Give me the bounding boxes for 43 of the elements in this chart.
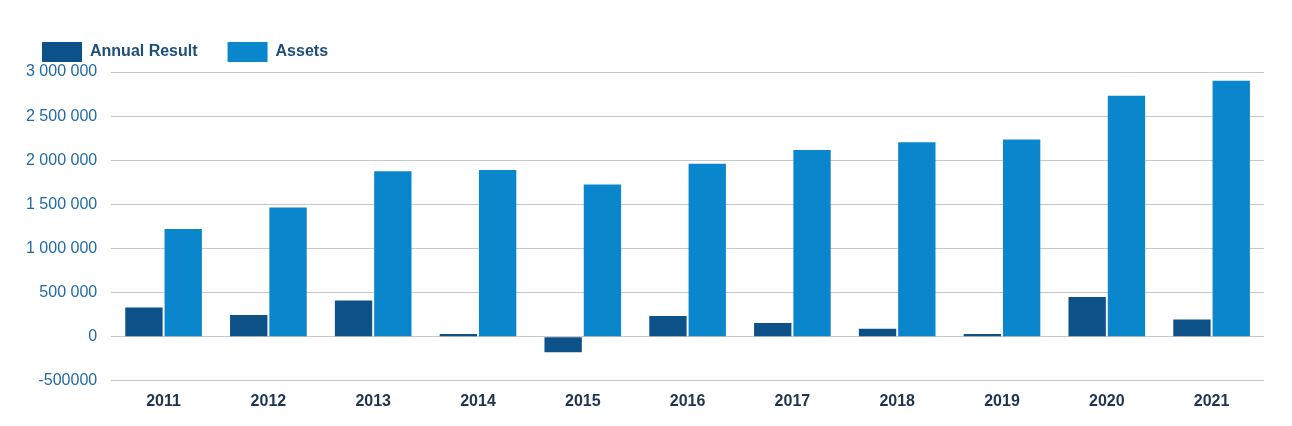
bar xyxy=(649,315,687,337)
legend-label: Annual Result xyxy=(90,42,199,60)
bar xyxy=(583,184,622,337)
x-tick-label: 2012 xyxy=(250,391,287,409)
y-tick-label: 1 000 000 xyxy=(25,238,98,256)
bar xyxy=(374,171,412,337)
x-tick-label: 2018 xyxy=(879,391,916,409)
y-tick-label: 1 500 000 xyxy=(25,194,98,212)
legend-label: Assets xyxy=(275,42,329,60)
y-tick-label: -500000 xyxy=(38,371,98,389)
bar xyxy=(793,150,831,337)
x-tick-label: 2015 xyxy=(564,391,601,409)
bar xyxy=(230,315,268,337)
bar xyxy=(754,323,792,337)
y-tick-label: 500 000 xyxy=(39,282,98,300)
x-tick-label: 2013 xyxy=(355,391,392,409)
bar xyxy=(478,169,517,337)
y-tick-label: 3 000 000 xyxy=(25,62,98,80)
x-tick-label: 2014 xyxy=(460,391,496,409)
bar xyxy=(963,334,1002,337)
bar xyxy=(334,300,373,337)
y-tick-label: 2 000 000 xyxy=(25,150,98,168)
y-tick-label: 2 500 000 xyxy=(25,106,98,124)
bar xyxy=(164,229,202,337)
bar xyxy=(898,142,936,337)
x-tick-label: 2020 xyxy=(1089,391,1125,409)
x-tick-label: 2011 xyxy=(146,391,182,409)
bar xyxy=(1173,319,1211,337)
bar xyxy=(688,163,726,337)
bar xyxy=(1107,95,1146,337)
bar xyxy=(439,334,477,337)
x-tick-label: 2019 xyxy=(984,391,1020,409)
bar xyxy=(1002,139,1041,337)
bar xyxy=(1212,80,1250,337)
bar xyxy=(125,307,163,337)
bar xyxy=(544,337,582,353)
x-tick-label: 2021 xyxy=(1193,391,1230,409)
x-tick-label: 2017 xyxy=(774,391,811,409)
y-tick-label: 0 xyxy=(88,327,98,345)
bar xyxy=(269,207,307,337)
x-tick-label: 2016 xyxy=(669,391,706,409)
bar xyxy=(858,328,897,337)
bar xyxy=(1068,296,1106,337)
